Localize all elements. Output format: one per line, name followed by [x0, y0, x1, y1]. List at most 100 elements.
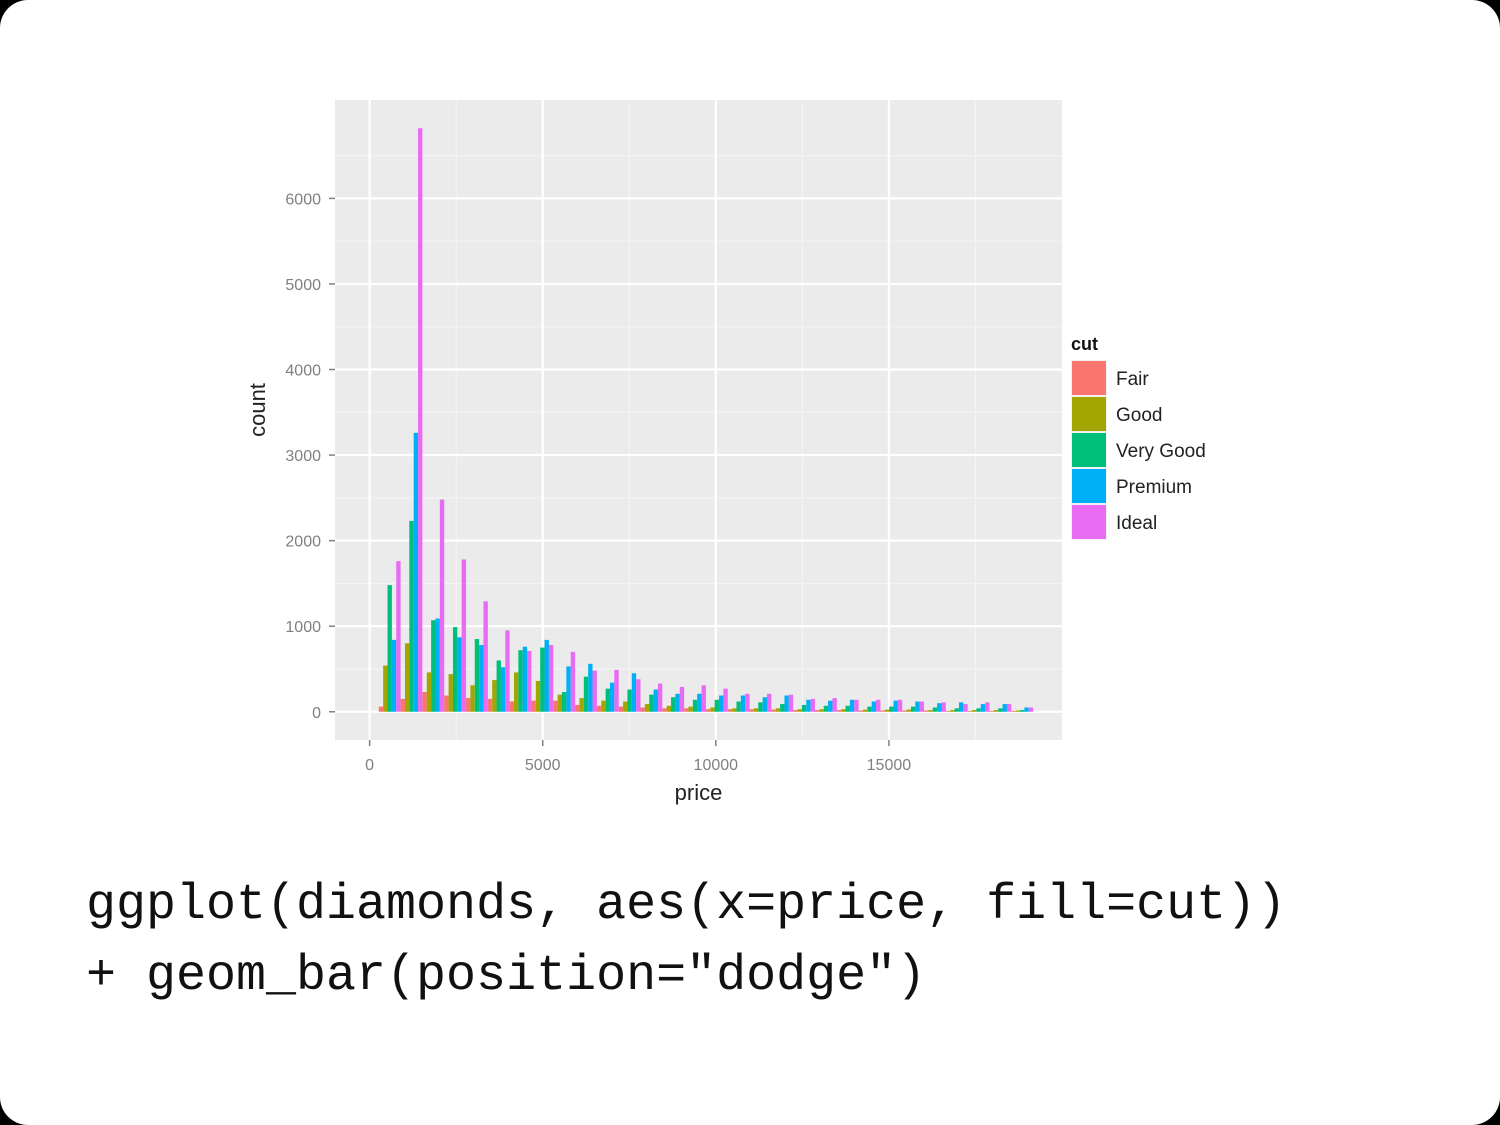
bar-ideal	[657, 683, 663, 712]
bar-very-good	[540, 647, 545, 712]
bar-ideal	[570, 651, 576, 712]
bar-ideal	[679, 686, 685, 712]
bar-ideal	[919, 701, 925, 712]
bar-fair	[945, 710, 951, 712]
bar-fair	[400, 698, 405, 712]
bar-good	[688, 706, 693, 712]
y-tick-label: 1000	[285, 619, 321, 636]
bar-ideal	[788, 694, 794, 712]
bar-premium	[762, 697, 768, 712]
bar-good	[601, 700, 606, 712]
bar-very-good	[758, 702, 763, 712]
bar-ideal	[418, 128, 423, 712]
bar-good	[426, 672, 432, 712]
bar-premium	[609, 682, 615, 712]
bar-fair	[531, 700, 536, 712]
bar-good	[753, 708, 759, 712]
bar-very-good	[889, 706, 894, 712]
bar-very-good	[518, 650, 523, 712]
bar-fair	[618, 706, 624, 712]
bar-ideal	[941, 702, 946, 712]
bar-fair	[902, 710, 907, 712]
bar-very-good	[932, 707, 938, 712]
bar-premium	[500, 667, 506, 712]
y-tick-label: 4000	[285, 363, 321, 380]
bar-good	[579, 698, 584, 712]
bar-premium	[653, 689, 658, 712]
bar-very-good	[409, 520, 414, 712]
bar-ideal	[483, 601, 488, 712]
bar-ideal	[985, 702, 990, 712]
y-tick-label: 6000	[285, 191, 321, 208]
y-axis-title: count	[245, 383, 270, 437]
legend-key-ideal	[1072, 505, 1106, 539]
bar-fair	[989, 710, 994, 712]
y-tick-label: 3000	[285, 448, 321, 465]
bar-ideal	[1006, 704, 1012, 712]
legend-label: Fair	[1116, 369, 1149, 390]
bar-good	[535, 680, 541, 712]
bar-good	[710, 707, 715, 712]
bar-very-good	[714, 699, 720, 712]
legend-label: Good	[1116, 405, 1162, 426]
bar-fair	[422, 692, 427, 712]
bar-fair	[553, 700, 558, 712]
bar-good	[470, 685, 475, 712]
bar-ideal	[527, 651, 532, 712]
bar-very-good	[452, 627, 458, 712]
bar-ideal	[854, 699, 859, 712]
bar-fair	[836, 710, 842, 712]
legend: cut Fair Good Very Good Premium Ideal	[1071, 334, 1206, 540]
bar-good	[884, 709, 890, 712]
bar-fair	[771, 709, 776, 712]
bar-premium	[1002, 704, 1007, 712]
bar-fair	[684, 708, 689, 712]
bar-premium	[784, 695, 789, 712]
bar-very-good	[671, 697, 676, 712]
bar-premium	[871, 701, 877, 712]
bar-premium	[522, 646, 528, 712]
bar-ideal	[723, 688, 728, 712]
legend-label: Very Good	[1116, 441, 1206, 462]
bar-good	[1015, 710, 1021, 712]
bar-ideal	[963, 704, 968, 712]
bar-fair	[727, 709, 733, 712]
bar-very-good	[431, 620, 436, 712]
code-line-1: ggplot(diamonds, aes(x=price, fill=cut))	[86, 877, 1287, 934]
bar-fair	[705, 709, 711, 712]
bar-fair	[596, 705, 602, 712]
bar-good	[797, 709, 802, 712]
bar-good	[732, 708, 737, 712]
bar-good	[644, 704, 650, 712]
bar-good	[928, 710, 933, 712]
chart: 0 1000 2000 3000 4000 5000 6000 0 5000 10000 1500…	[245, 100, 1206, 805]
bar-fair	[814, 710, 820, 712]
code-line-2: + geom_bar(position="dodge")	[86, 948, 927, 1005]
bar-good	[862, 709, 868, 712]
bar-very-good	[780, 704, 785, 712]
bar-fair	[793, 710, 798, 712]
bar-very-good	[496, 660, 501, 712]
bar-ideal	[461, 559, 467, 712]
bar-ideal	[767, 693, 772, 712]
bar-premium	[544, 639, 549, 712]
bar-premium	[566, 666, 571, 712]
bar-very-good	[910, 706, 916, 712]
bar-ideal	[876, 699, 881, 712]
y-tick-label: 2000	[285, 534, 321, 551]
bar-ideal	[745, 693, 750, 712]
legend-items: Fair Good Very Good Premium Ideal	[1071, 360, 1206, 540]
bar-ideal	[505, 630, 510, 712]
bar-premium	[479, 645, 484, 712]
bar-premium	[893, 700, 898, 712]
bar-fair	[858, 710, 863, 712]
bar-fair	[880, 710, 885, 712]
bar-very-good	[998, 708, 1003, 712]
bar-very-good	[736, 701, 741, 712]
bar-good	[841, 709, 846, 712]
bar-premium	[631, 673, 637, 712]
x-axis: 0 5000 10000 15000	[365, 740, 911, 774]
bar-premium	[697, 693, 702, 712]
bar-very-good	[474, 639, 480, 712]
